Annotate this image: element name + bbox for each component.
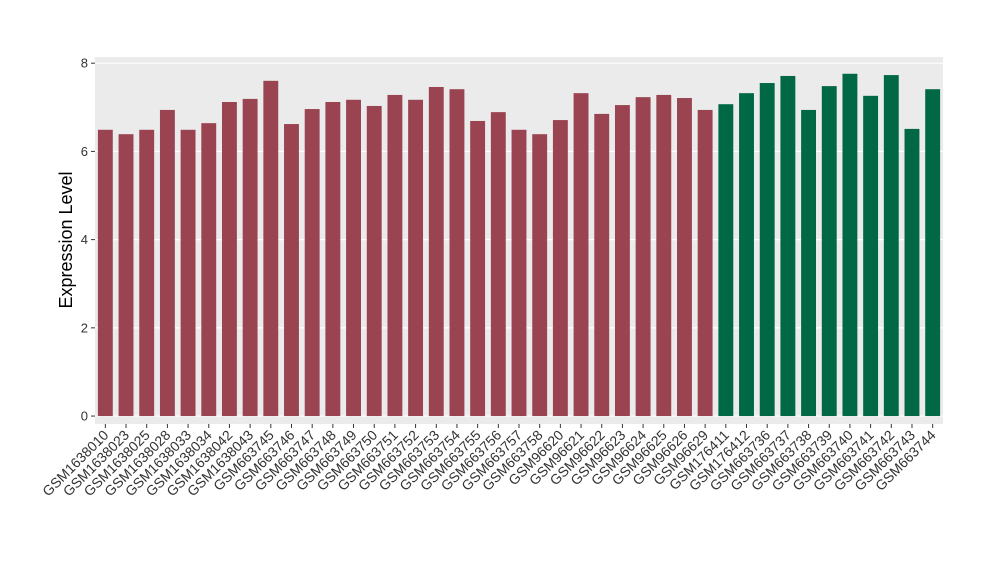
y-tick-label: 6 xyxy=(81,144,88,159)
bar xyxy=(284,124,299,417)
bar xyxy=(366,105,382,417)
y-tick-label: 2 xyxy=(81,320,88,335)
y-tick-label: 8 xyxy=(81,56,88,71)
y-tick-label: 4 xyxy=(81,232,88,247)
bar xyxy=(532,134,548,417)
bar xyxy=(656,94,672,417)
bar xyxy=(739,93,754,417)
bar xyxy=(428,86,444,417)
bar xyxy=(408,99,424,417)
bar xyxy=(346,99,361,417)
bar xyxy=(449,89,465,417)
bar xyxy=(801,109,817,417)
bar xyxy=(325,101,341,417)
y-axis-label: Expression Level xyxy=(56,171,76,308)
bar xyxy=(904,128,920,417)
bar xyxy=(387,94,403,417)
bar xyxy=(97,129,113,417)
bar xyxy=(470,120,486,417)
bar xyxy=(677,98,692,417)
bar xyxy=(718,104,734,417)
bar xyxy=(614,105,630,417)
bar xyxy=(635,97,651,417)
bar xyxy=(925,89,941,417)
bar xyxy=(594,113,610,417)
bar xyxy=(842,73,858,417)
y-tick-label: 0 xyxy=(81,409,88,424)
bar xyxy=(883,75,899,417)
bar xyxy=(490,112,506,417)
bar xyxy=(511,129,527,417)
bar xyxy=(201,123,217,417)
bar xyxy=(304,109,320,417)
bar xyxy=(221,101,237,417)
bar xyxy=(159,109,175,417)
bar xyxy=(697,109,713,417)
bar xyxy=(821,86,837,417)
bar xyxy=(180,129,196,417)
bar xyxy=(863,95,879,417)
bar xyxy=(118,134,134,417)
bar xyxy=(759,83,775,417)
bar xyxy=(552,120,568,417)
bar xyxy=(242,98,258,417)
bar xyxy=(263,80,279,417)
bar xyxy=(573,93,589,417)
bar xyxy=(780,75,796,417)
bar xyxy=(139,129,155,417)
